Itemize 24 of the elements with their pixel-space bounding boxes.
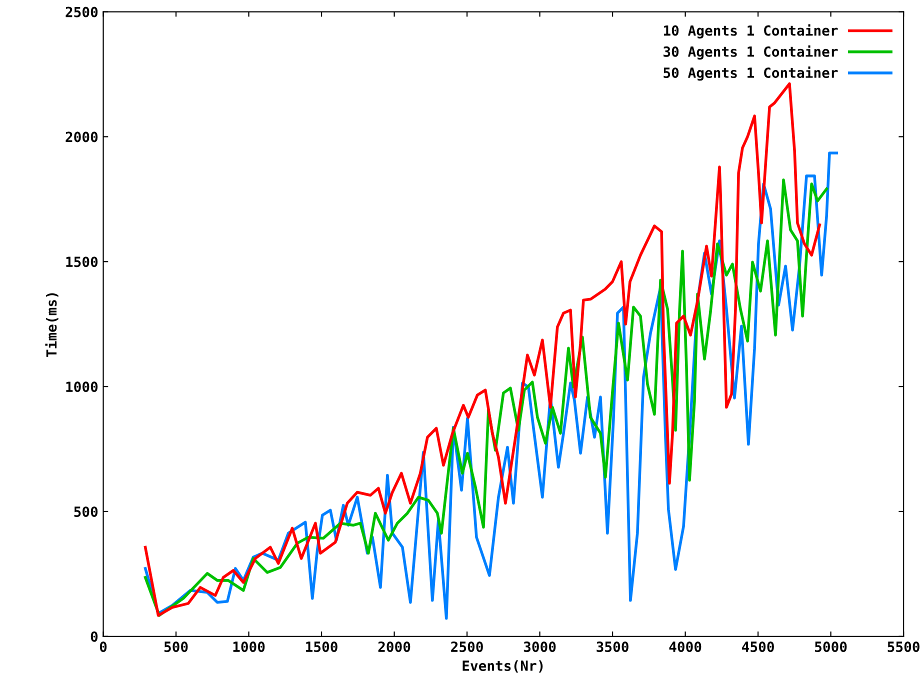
x-tick-label: 2000 [378,642,410,652]
x-tick-label: 4000 [669,642,702,652]
x-tick-label: 0 [100,642,107,652]
legend-label: 10 Agents 1 Container [664,24,838,38]
y-tick-label: 2500 [66,6,98,18]
x-axis-title: Events(Nr) [462,660,543,673]
y-tick-label: 500 [74,506,98,517]
x-tick-label: 3000 [524,642,556,652]
y-tick-label: 2000 [66,132,98,142]
y-tick-label: 0 [90,631,98,642]
x-tick-label: 5500 [888,642,920,652]
x-tick-label: 5000 [815,642,847,652]
x-tick-label: 1000 [233,642,265,652]
y-tick-label: 1000 [66,382,98,392]
x-tick-label: 4500 [742,642,774,652]
y-axis-title: Time(ms) [45,293,58,357]
x-tick-label: 1500 [306,642,338,652]
legend-label: 30 Agents 1 Container [664,45,838,60]
line-series [144,82,821,617]
x-tick-label: 500 [164,642,188,652]
y-tick-label: 1500 [66,256,98,268]
x-tick-label: 2500 [451,642,483,652]
x-tick-label: 3500 [596,642,628,652]
legend-label: 50 Agents 1 Container [664,66,838,81]
